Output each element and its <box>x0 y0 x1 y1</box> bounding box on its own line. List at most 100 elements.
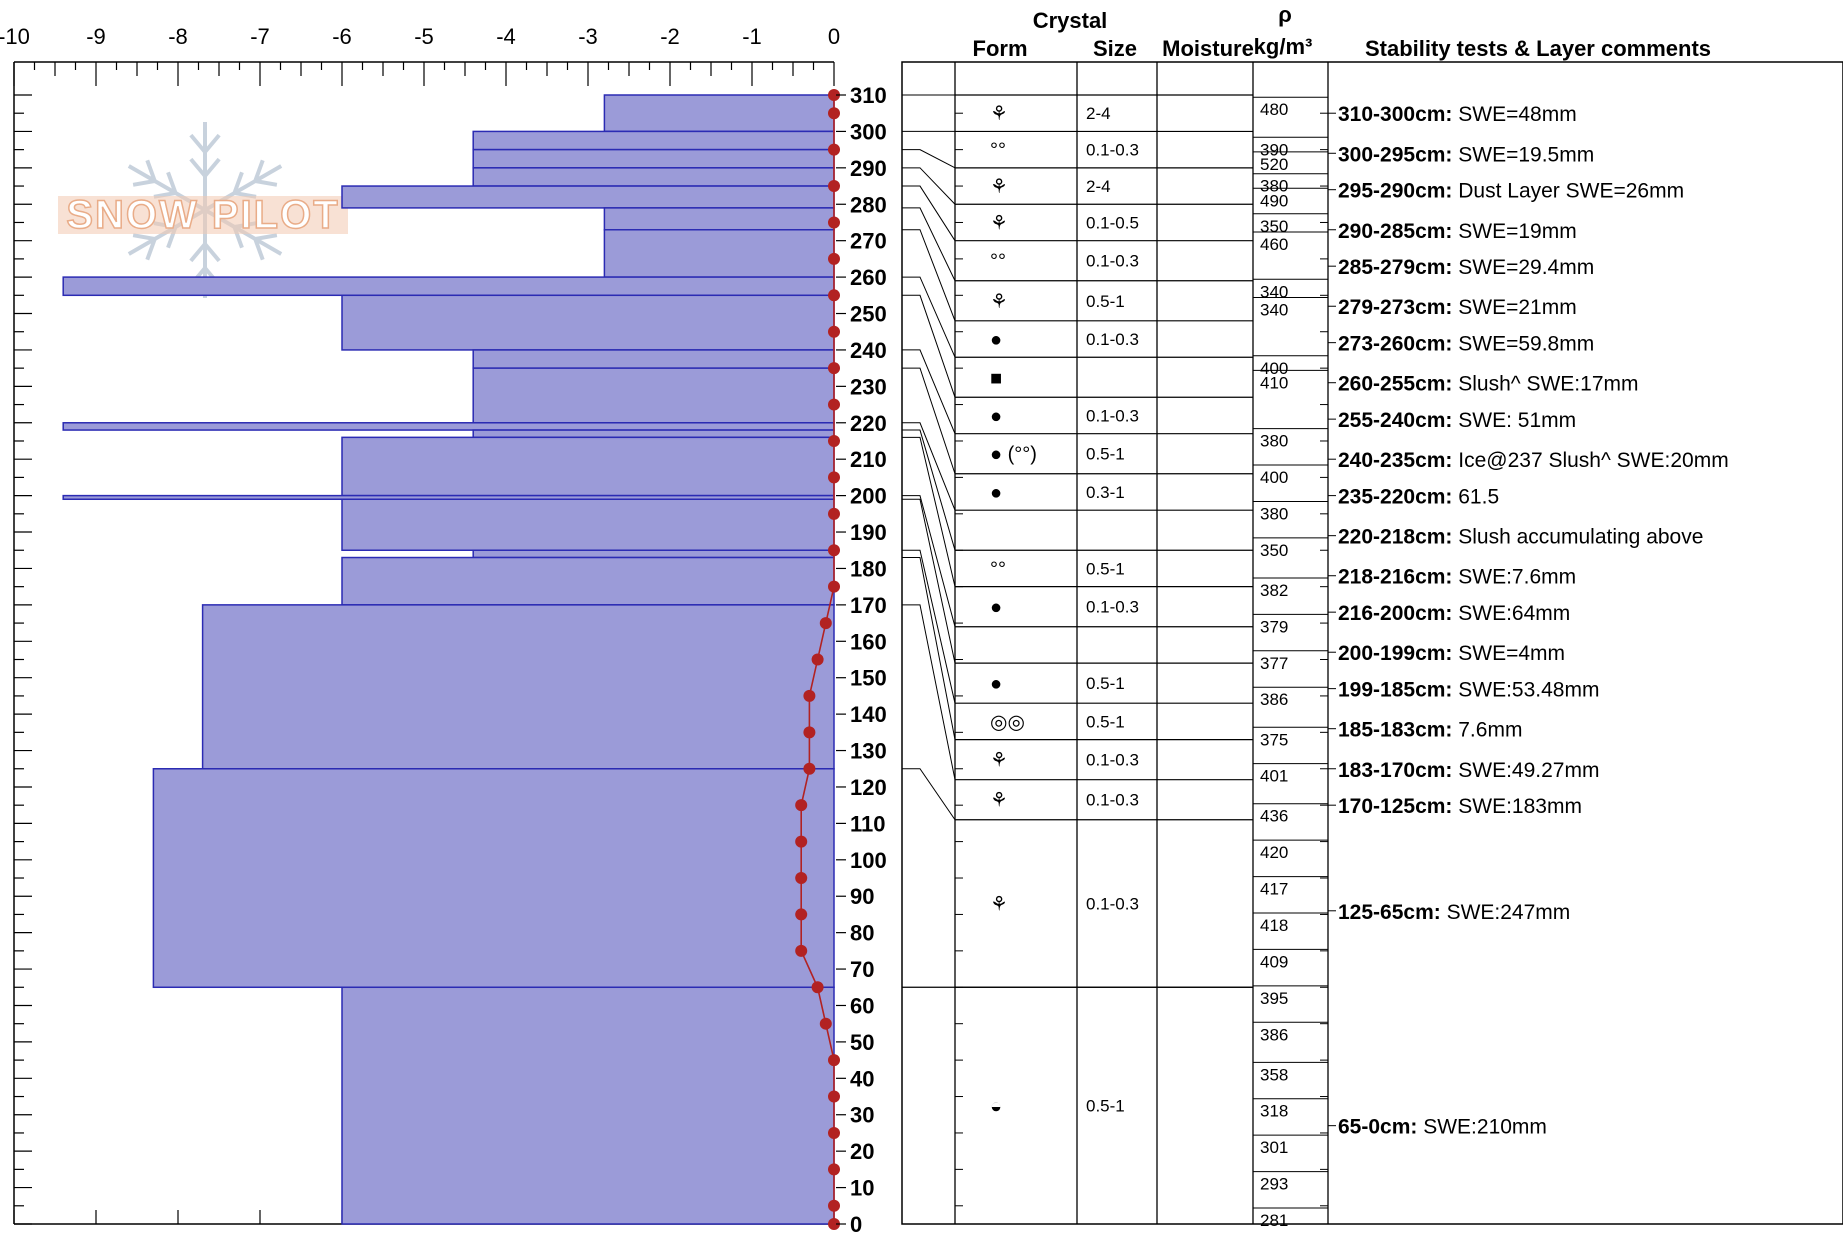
crystal-form-symbol: ● <box>990 405 1002 427</box>
watermark-band <box>58 196 348 234</box>
crystal-form-symbol: ■ <box>990 367 1002 389</box>
temperature-point <box>828 143 840 156</box>
temperature-point <box>828 1126 840 1139</box>
crystal-form-symbol: ● <box>990 329 1002 351</box>
density-value: 350 <box>1260 217 1288 236</box>
comment-text: SWE=4mm <box>1452 642 1565 665</box>
depth-tick-label: 180 <box>850 556 887 581</box>
density-values: 4803905203804903504603403404004103804003… <box>1253 96 1328 1230</box>
temperature-point <box>828 471 840 484</box>
depth-tick-label: 20 <box>850 1139 874 1164</box>
depth-tick-label: 130 <box>850 739 887 764</box>
crystal-size-value: 0.5-1 <box>1086 292 1125 311</box>
temperature-point <box>828 1054 840 1067</box>
comment-range: 216-200cm: <box>1338 602 1452 625</box>
layer-connector <box>902 495 956 627</box>
density-value: 401 <box>1260 767 1288 786</box>
comment-range: 273-260cm: <box>1338 333 1452 356</box>
hardness-bar <box>603 207 835 231</box>
comment-text: Slush^ SWE:17mm <box>1452 373 1638 396</box>
depth-tick-label: 40 <box>850 1066 874 1091</box>
temperature-tick-label: -7 <box>250 24 270 49</box>
comment-range: 279-273cm: <box>1338 296 1452 319</box>
layer-connector <box>902 349 956 434</box>
comment-range: 185-183cm: <box>1338 719 1452 742</box>
comment-range: 65-0cm: <box>1338 1116 1417 1139</box>
layer-comment: 290-285cm: SWE=19mm <box>1338 220 1577 243</box>
snowpilot-watermark: SNOW PILOT <box>58 122 348 298</box>
layer-comment: 170-125cm: SWE:183mm <box>1338 795 1582 818</box>
comment-text: SWE:7.6mm <box>1452 566 1576 589</box>
crystal-size-value: 0.5-1 <box>1086 559 1125 578</box>
comment-text: SWE=48mm <box>1452 103 1576 126</box>
hardness-bar <box>341 185 835 209</box>
crystal-size-value: 0.1-0.3 <box>1086 598 1139 617</box>
layer-connector <box>902 367 956 474</box>
density-value: 318 <box>1260 1102 1288 1121</box>
crystal-form-symbol: ⚘ <box>990 103 1008 125</box>
comment-range: 199-185cm: <box>1338 679 1452 702</box>
crystal-form-symbol: ⚘ <box>990 212 1008 234</box>
temperature-point <box>828 89 840 101</box>
layer-connector <box>902 207 956 281</box>
density-value: 293 <box>1260 1175 1288 1194</box>
layer-comment: 295-290cm: Dust Layer SWE=26mm <box>1338 180 1684 203</box>
crystal-form-symbol: ◒ <box>990 1096 1002 1118</box>
density-value: 490 <box>1260 191 1288 210</box>
temperature-point <box>795 944 808 957</box>
temperature-profile <box>795 89 840 1230</box>
depth-tick-label: 300 <box>850 119 887 144</box>
hardness-bar <box>341 498 835 551</box>
temperature-point <box>811 653 824 666</box>
depth-tick-label: 120 <box>850 775 887 800</box>
comment-range: 170-125cm: <box>1338 795 1452 818</box>
density-value: 420 <box>1260 843 1288 862</box>
crystal-form-symbol: ● <box>990 673 1002 695</box>
left-depth-ticks <box>14 94 32 1225</box>
crystal-form-symbol: ⚘ <box>990 790 1008 812</box>
temperature-tick-label: 0 <box>828 24 840 49</box>
density-value: 460 <box>1260 235 1288 254</box>
comment-range: 220-218cm: <box>1338 526 1452 549</box>
table-frame <box>901 61 1843 1225</box>
depth-tick-label: 170 <box>850 593 887 618</box>
temperature-point <box>795 799 808 812</box>
crystal-form-symbol: °° <box>990 251 1006 273</box>
depth-tick-label: 210 <box>850 447 887 472</box>
density-value: 380 <box>1260 504 1288 523</box>
crystal-form-symbol: ● (°°) <box>990 444 1037 466</box>
depth-axis: 0 10 20 30 40 50 60 70 80 90 100 110 120 130 140 150 160… <box>836 83 887 1233</box>
temperature-point <box>828 362 840 375</box>
layer-comment: 279-273cm: SWE=21mm <box>1338 296 1577 319</box>
layer-connector <box>902 149 956 169</box>
hardness-bar <box>472 130 835 151</box>
crystal-size-value: 0.1-0.3 <box>1086 791 1139 810</box>
comment-range: 200-199cm: <box>1338 642 1452 665</box>
density-value: 380 <box>1260 177 1288 196</box>
crystal-form-symbol: ◎◎ <box>990 711 1025 733</box>
density-value: 386 <box>1260 690 1288 709</box>
density-value: 409 <box>1260 952 1288 971</box>
hardness-bar <box>472 367 835 424</box>
density-value: 480 <box>1260 100 1288 119</box>
temperature-tick-label: -4 <box>496 24 516 49</box>
hardness-bar <box>472 349 835 369</box>
density-value: 386 <box>1260 1025 1288 1044</box>
layer-comment: 285-279cm: SWE=29.4mm <box>1338 256 1594 279</box>
crystal-size-value: 0.1-0.3 <box>1086 330 1139 349</box>
comment-text: SWE:64mm <box>1452 602 1570 625</box>
depth-tick-label: 150 <box>850 666 887 691</box>
comment-range: 290-285cm: <box>1338 220 1452 243</box>
crystal-form-symbol: ⚘ <box>990 176 1008 198</box>
comment-range: 285-279cm: <box>1338 256 1452 279</box>
layer-comment: 235-220cm: 61.5 <box>1338 486 1499 509</box>
temperature-point <box>803 689 816 702</box>
density-value: 379 <box>1260 617 1288 636</box>
crystal-size-value: 0.3-1 <box>1086 483 1125 502</box>
hardness-bar <box>341 986 835 1225</box>
depth-tick-label: 160 <box>850 629 887 654</box>
crystal-form-symbol: ⚘ <box>990 894 1008 916</box>
density-value: 418 <box>1260 916 1288 935</box>
temperature-point <box>828 107 840 120</box>
depth-tick-label: 230 <box>850 374 887 399</box>
